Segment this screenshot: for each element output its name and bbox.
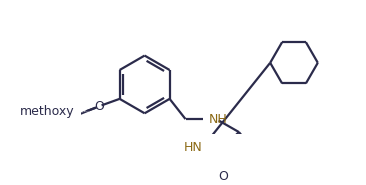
Text: HN: HN (184, 141, 203, 154)
Text: O: O (94, 100, 104, 113)
Text: methoxy: methoxy (20, 105, 75, 118)
Text: methoxy: methoxy (78, 112, 84, 113)
Text: O: O (218, 170, 228, 183)
Text: methoxy: methoxy (76, 113, 82, 115)
Text: methoxy: methoxy (83, 111, 90, 112)
Text: NH: NH (209, 112, 227, 126)
Text: methoxy: methoxy (76, 114, 83, 115)
